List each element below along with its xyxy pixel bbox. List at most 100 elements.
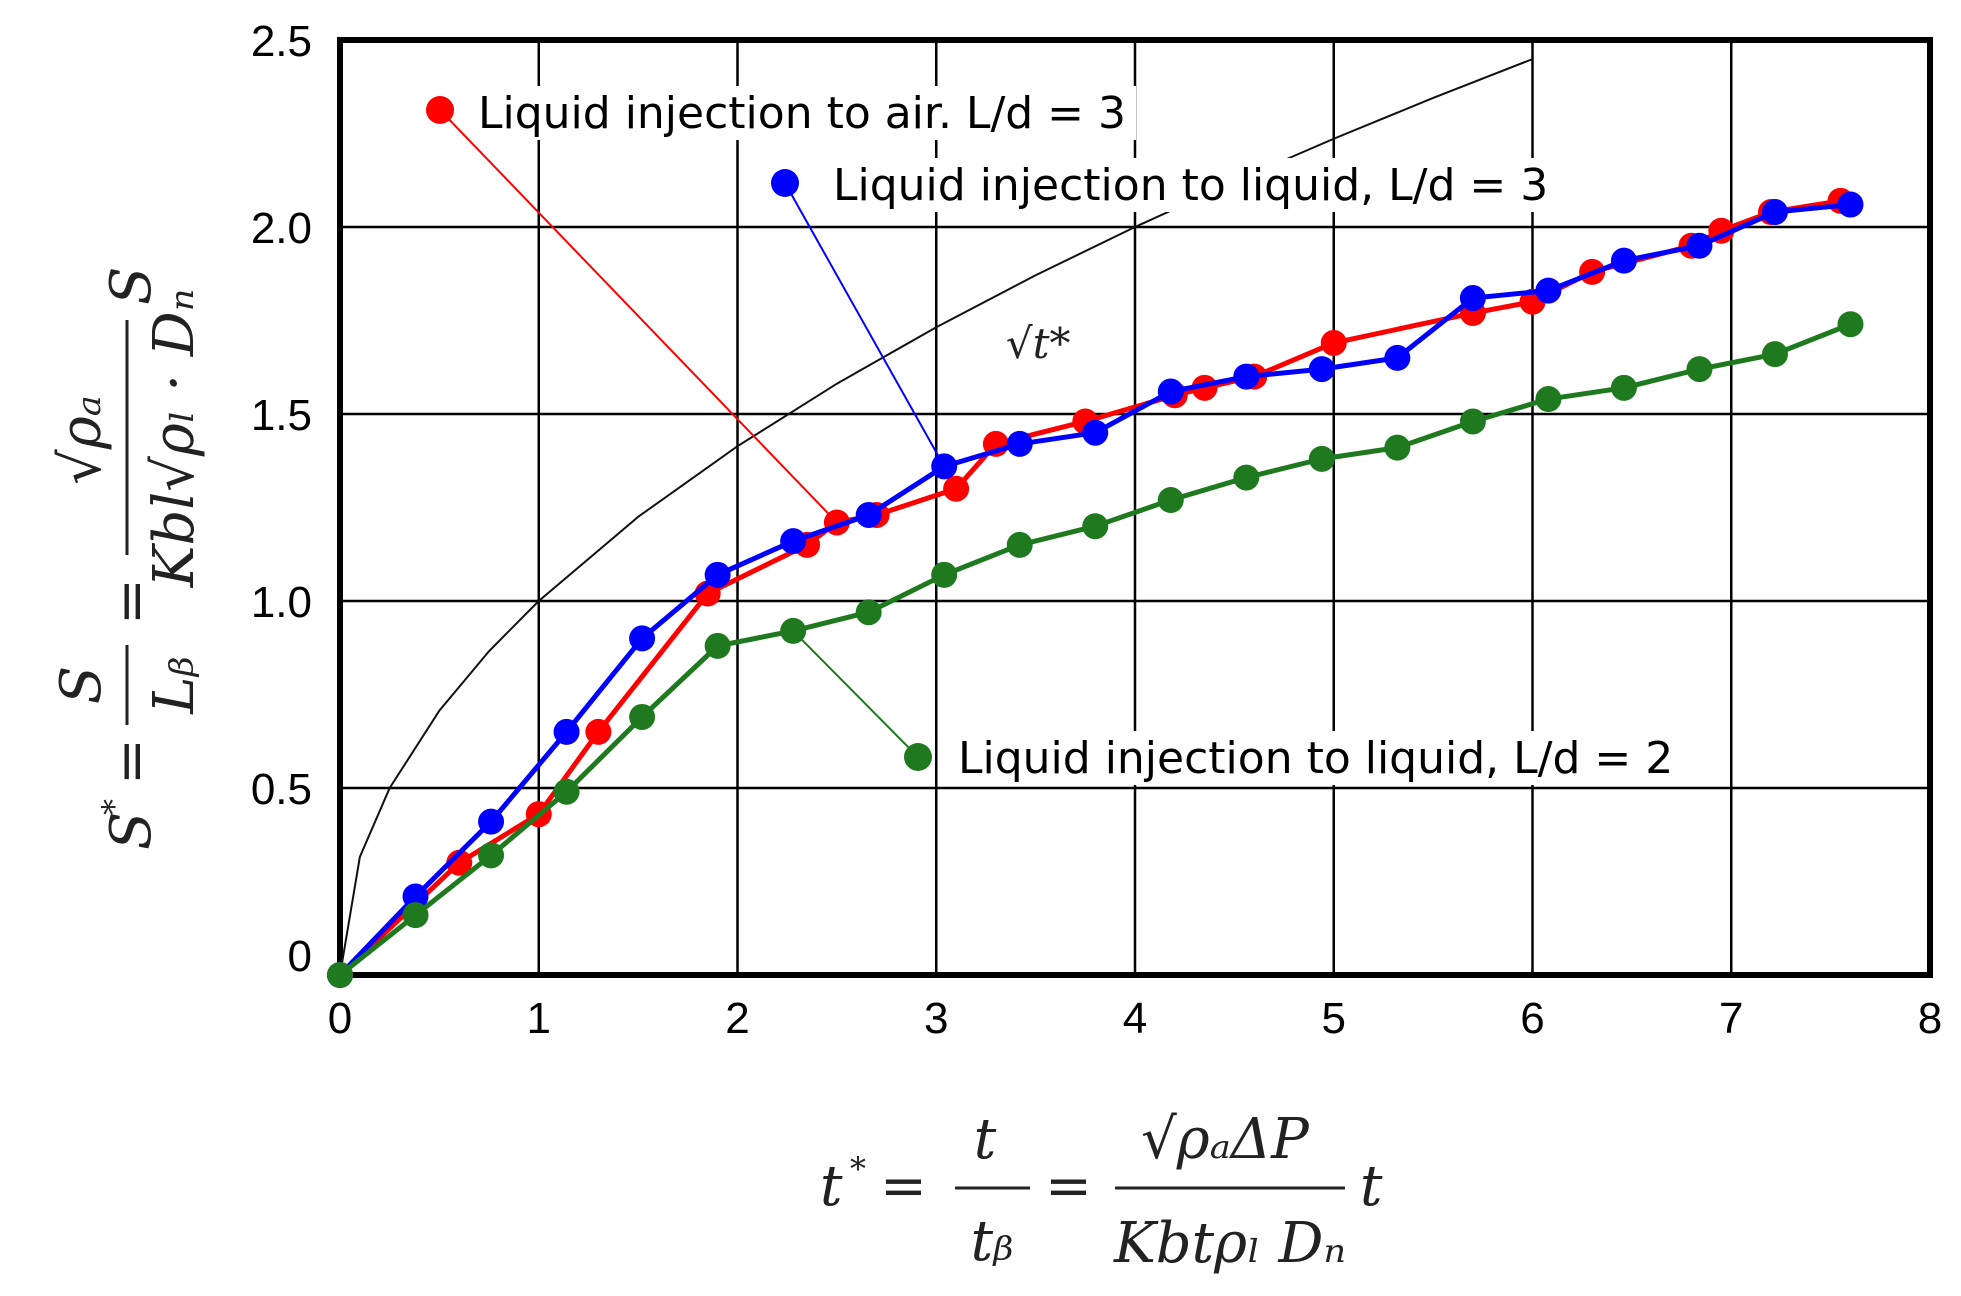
series-1 bbox=[327, 187, 1854, 988]
legend-text-bg bbox=[827, 158, 1559, 212]
series-group bbox=[327, 187, 1864, 988]
y-tick-label: 0.5 bbox=[251, 765, 312, 814]
data-point bbox=[704, 561, 731, 588]
legend-marker bbox=[904, 743, 932, 771]
y-label-den2: Kbl√ρₗ · Dₙ bbox=[142, 289, 207, 589]
data-point bbox=[1082, 513, 1109, 540]
y-label-num1: S bbox=[49, 666, 114, 704]
legend-item-1: Liquid injection to air. L/d = 3 bbox=[426, 86, 1137, 524]
data-point bbox=[1233, 363, 1260, 390]
data-point bbox=[629, 625, 656, 652]
data-point bbox=[1837, 311, 1864, 338]
data-point bbox=[1006, 531, 1033, 558]
legend-marker bbox=[771, 169, 799, 197]
data-point bbox=[1459, 408, 1486, 435]
sqrt-curve-label: √t* bbox=[1006, 319, 1071, 368]
data-point bbox=[478, 842, 505, 869]
legend-item-2: Liquid injection to liquid, L/d = 3 bbox=[771, 158, 1559, 467]
data-point bbox=[1535, 386, 1562, 413]
y-axis-label: S*=S Lᵦ=√ρₐ Kbl√ρₗ · DₙS bbox=[49, 267, 207, 850]
x-label-den2: Kbtρₗ Dₙ bbox=[1113, 1211, 1346, 1276]
data-point bbox=[780, 528, 807, 555]
y-label-sstar: S bbox=[99, 812, 164, 850]
data-point bbox=[585, 718, 612, 745]
legend-text-bg bbox=[952, 731, 1684, 785]
y-label-star: * bbox=[95, 799, 133, 815]
y-tick-label: 1.5 bbox=[251, 391, 312, 440]
series-2 bbox=[327, 191, 1864, 988]
data-point bbox=[1686, 232, 1713, 259]
axes: 0 1 2 3 4 5 6 7 8 0 0.5 1.0 1.5 2.0 2.5 bbox=[251, 17, 1942, 1043]
data-point bbox=[1535, 277, 1562, 304]
data-point bbox=[1761, 199, 1788, 226]
series-line bbox=[338, 198, 1841, 977]
series-line bbox=[338, 202, 1851, 977]
x-tick-label: 0 bbox=[328, 994, 352, 1043]
x-label-num2: √ρₐΔP bbox=[1141, 1107, 1310, 1172]
legend-callout-line bbox=[784, 182, 946, 467]
data-point bbox=[855, 501, 882, 528]
x-label-eq2: = bbox=[1045, 1154, 1092, 1219]
legend-callout-line bbox=[439, 109, 838, 524]
y-label-num2: √ρₐ bbox=[49, 395, 114, 485]
data-point bbox=[1233, 464, 1260, 491]
data-point bbox=[1837, 191, 1864, 218]
legend: Liquid injection to air. L/d = 3 Liquid i… bbox=[426, 86, 1684, 785]
legend-text-bg bbox=[472, 86, 1137, 140]
x-label-star: * bbox=[850, 1150, 866, 1188]
x-tick-label: 8 bbox=[1918, 994, 1942, 1043]
data-point bbox=[931, 561, 958, 588]
data-point bbox=[1610, 374, 1637, 401]
plot-frame bbox=[337, 37, 1933, 978]
legend-label: Liquid injection to air. L/d = 3 bbox=[478, 88, 1126, 139]
legend-label: Liquid injection to liquid, L/d = 3 bbox=[833, 160, 1548, 211]
data-point bbox=[553, 718, 580, 745]
data-point bbox=[1308, 356, 1335, 383]
data-point bbox=[1157, 378, 1184, 405]
data-point bbox=[1384, 344, 1411, 371]
y-label-den1: Lᵦ bbox=[142, 656, 207, 715]
x-tick-label: 1 bbox=[527, 994, 551, 1043]
data-point bbox=[1006, 430, 1033, 457]
y-label-eq1: = bbox=[99, 738, 164, 785]
data-point bbox=[478, 808, 505, 835]
x-label-tstar: t bbox=[820, 1154, 843, 1219]
x-tick-label: 3 bbox=[924, 994, 948, 1043]
data-point bbox=[1320, 329, 1347, 356]
data-point bbox=[1157, 487, 1184, 514]
data-point bbox=[704, 632, 731, 659]
x-tick-label: 6 bbox=[1520, 994, 1544, 1043]
x-tick-label: 2 bbox=[725, 994, 749, 1043]
x-tick-label: 4 bbox=[1123, 994, 1147, 1043]
data-point bbox=[855, 599, 882, 626]
data-point bbox=[943, 475, 970, 502]
data-point bbox=[327, 962, 353, 988]
data-point bbox=[1610, 247, 1637, 274]
y-tick-label: 1.0 bbox=[251, 578, 312, 627]
data-point bbox=[1082, 419, 1109, 446]
x-label-den1: tᵦ bbox=[971, 1209, 1014, 1274]
x-tick-label: 5 bbox=[1322, 994, 1346, 1043]
x-label-eq1: = bbox=[880, 1154, 927, 1219]
x-label-t: t bbox=[1360, 1154, 1383, 1219]
x-tick-label: 7 bbox=[1719, 994, 1743, 1043]
x-label-num1: t bbox=[974, 1107, 997, 1172]
data-point bbox=[1308, 445, 1335, 472]
legend-item-3: Liquid injection to liquid, L/d = 2 bbox=[792, 630, 1684, 785]
y-tick-label: 2.0 bbox=[251, 204, 312, 253]
y-tick-label: 0 bbox=[288, 932, 312, 981]
data-point bbox=[1384, 434, 1411, 461]
data-point bbox=[1459, 285, 1486, 312]
data-point bbox=[402, 902, 429, 929]
y-tick-label: 2.5 bbox=[251, 17, 312, 66]
data-point bbox=[1761, 341, 1788, 368]
legend-callout-line bbox=[792, 630, 919, 758]
series-3 bbox=[327, 311, 1864, 988]
data-point bbox=[1686, 356, 1713, 383]
legend-marker bbox=[426, 96, 454, 124]
data-point bbox=[402, 883, 429, 910]
data-point bbox=[629, 703, 656, 730]
